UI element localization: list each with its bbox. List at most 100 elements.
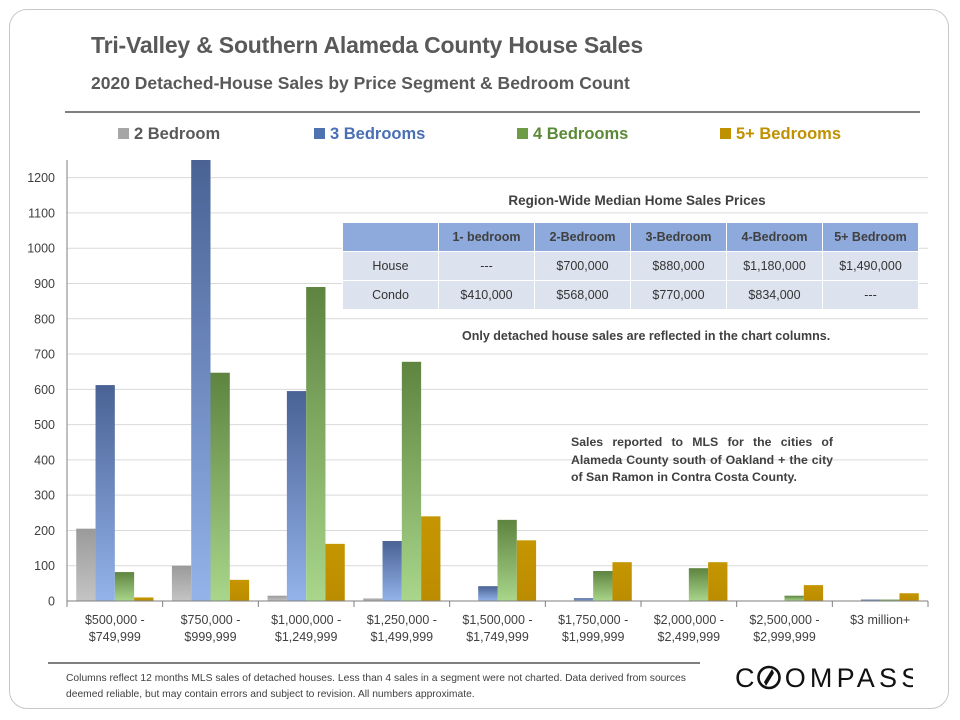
bar-bed4-7 — [784, 595, 804, 601]
bar-bed5-0 — [134, 597, 154, 601]
y-tick-label: 1000 — [27, 242, 55, 256]
table-cell: $568,000 — [534, 280, 631, 310]
bar-bed4-1 — [210, 372, 230, 601]
x-tick-label: $2,999,999 — [753, 630, 816, 644]
bar-bed3-0 — [95, 385, 115, 601]
x-tick-label: $750,000 - — [181, 613, 241, 627]
median-table-title: Region-Wide Median Home Sales Prices — [462, 193, 812, 208]
bar-bed3-1 — [191, 160, 211, 601]
legend-swatch-2-bedroom — [118, 128, 129, 139]
table-header-row: 1- bedroom 2-Bedroom 3-Bedroom 4-Bedroom… — [342, 222, 919, 252]
table-cell: --- — [822, 280, 919, 310]
median-note: Only detached house sales are reflected … — [462, 329, 831, 343]
bar-bed4-3 — [401, 361, 422, 601]
table-header-cell: 2-Bedroom — [534, 222, 631, 252]
table-row: Condo $410,000 $568,000 $770,000 $834,00… — [342, 280, 919, 310]
row-label-condo: Condo — [342, 280, 439, 310]
bar-bed5-2 — [325, 543, 345, 601]
logo-ring — [757, 665, 781, 690]
legend-swatch-5-bedrooms — [720, 128, 731, 139]
table-header-cell: 1- bedroom — [438, 222, 535, 252]
bar-bed2-0 — [76, 528, 96, 601]
x-tick-label: $1,250,000 - — [367, 613, 437, 627]
legend-swatch-4-bedrooms — [517, 128, 528, 139]
table-cell: $880,000 — [630, 251, 727, 281]
legend-swatch-3-bedrooms — [314, 128, 325, 139]
bar-bed5-7 — [803, 585, 824, 601]
y-tick-label: 600 — [34, 383, 55, 397]
bars — [76, 160, 919, 601]
logo-needle — [764, 669, 774, 686]
x-tick-label: $749,999 — [89, 630, 141, 644]
bar-bed4-5 — [593, 571, 613, 601]
table-header-cell: 4-Bedroom — [726, 222, 823, 252]
median-prices-table: 1- bedroom 2-Bedroom 3-Bedroom 4-Bedroom… — [342, 222, 919, 310]
x-tick-label: $1,499,999 — [371, 630, 434, 644]
legend-label-4-bedrooms: 4 Bedrooms — [533, 125, 629, 143]
x-tick-label: $3 million+ — [850, 613, 910, 627]
bar-bed4-2 — [306, 287, 326, 601]
table-cell: $770,000 — [630, 280, 727, 310]
axes — [66, 160, 929, 607]
y-tick-label: 300 — [34, 489, 55, 503]
x-tick-label: $1,749,999 — [466, 630, 529, 644]
table-header-cell: 5+ Bedroom — [822, 222, 919, 252]
slide-frame — [9, 9, 949, 709]
table-cell: $1,490,000 — [822, 251, 919, 281]
bar-bed4-6 — [688, 568, 709, 601]
bar-bed5-8 — [899, 593, 919, 601]
bar-bed3-4 — [478, 586, 498, 601]
legend-label-2-bedroom: 2 Bedroom — [134, 125, 221, 143]
x-tick-label: $999,999 — [184, 630, 236, 644]
x-tick-label: $1,500,000 - — [462, 613, 532, 627]
bar-bed5-6 — [708, 562, 728, 601]
legend-item-5-bedrooms: 5+ Bedrooms — [720, 125, 841, 144]
page-subtitle: 2020 Detached-House Sales by Price Segme… — [91, 73, 630, 93]
compass-logo: C OMPASS — [735, 663, 913, 693]
x-tick-label: $2,000,000 - — [654, 613, 724, 627]
y-tick-label: 900 — [34, 277, 55, 291]
bar-bed4-0 — [114, 572, 135, 601]
bar-bed3-2 — [286, 391, 307, 601]
x-tick-label: $1,750,000 - — [558, 613, 628, 627]
x-tick-label: $2,500,000 - — [749, 613, 819, 627]
y-tick-label: 1100 — [28, 206, 55, 220]
legend-item-2-bedroom: 2 Bedroom — [118, 125, 220, 144]
y-tick-label: 700 — [34, 348, 55, 362]
bar-bed3-3 — [382, 541, 402, 601]
y-tick-label: 400 — [34, 453, 55, 467]
legend-item-4-bedrooms: 4 Bedrooms — [517, 125, 628, 144]
bar-bed5-4 — [516, 540, 537, 601]
y-tick-label: 1200 — [27, 171, 55, 185]
table-header-cell: 3-Bedroom — [630, 222, 727, 252]
legend-label-3-bedrooms: 3 Bedrooms — [330, 125, 426, 143]
bar-bed2-1 — [171, 565, 192, 601]
legend-item-3-bedrooms: 3 Bedrooms — [314, 125, 425, 144]
table-cell: $700,000 — [534, 251, 631, 281]
table-header-cell — [342, 222, 439, 252]
x-tick-label: $1,000,000 - — [271, 613, 341, 627]
x-tick-label: $1,249,999 — [275, 630, 338, 644]
row-label-house: House — [342, 251, 439, 281]
logo-text: C OMPASS — [735, 663, 913, 693]
bar-bed3-8 — [860, 599, 881, 601]
table-row: House --- $700,000 $880,000 $1,180,000 $… — [342, 251, 919, 281]
tick-labels: 0 100 200 300 400 500 600 700 800 900 1000 1100 1200… — [27, 171, 910, 644]
y-tick-label: 500 — [34, 418, 55, 432]
table-cell: --- — [438, 251, 535, 281]
legend-label-5-bedrooms: 5+ Bedrooms — [736, 125, 841, 143]
bar-bed2-2 — [267, 595, 287, 601]
table-cell: $1,180,000 — [726, 251, 823, 281]
y-tick-label: 0 — [48, 595, 55, 609]
sales-region-note: Sales reported to MLS for the cities of … — [571, 435, 833, 484]
page-title: Tri-Valley & Southern Alameda County Hou… — [91, 32, 643, 58]
y-tick-label: 100 — [34, 559, 55, 573]
x-tick-label: $2,499,999 — [658, 630, 721, 644]
bar-bed3-5 — [573, 598, 594, 601]
x-tick-label: $1,999,999 — [562, 630, 625, 644]
y-tick-label: 800 — [34, 312, 55, 326]
bar-bed4-4 — [497, 519, 517, 601]
table-cell: $834,000 — [726, 280, 823, 310]
table-cell: $410,000 — [438, 280, 535, 310]
